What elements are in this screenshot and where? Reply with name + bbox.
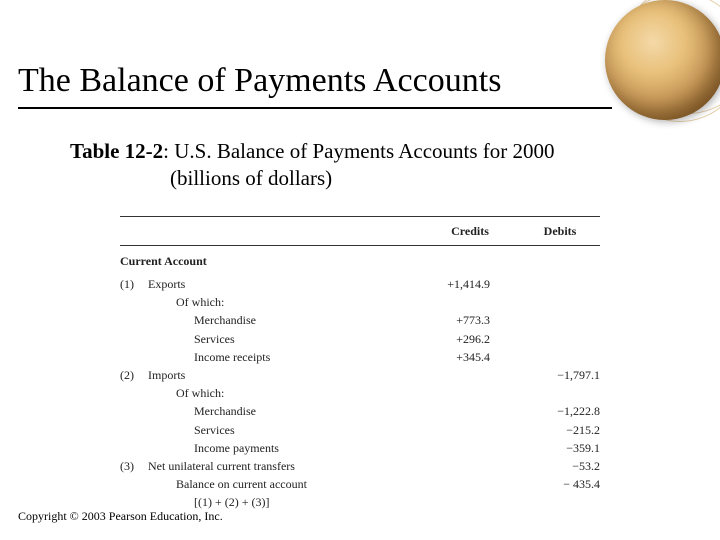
row-credits	[420, 458, 520, 474]
row-label: Of which:	[148, 385, 420, 401]
table-row: (2)Imports −1,797.1	[120, 366, 600, 384]
row-number	[120, 494, 148, 510]
table-row: Of which:	[120, 384, 600, 402]
row-debits: −215.2	[520, 422, 600, 438]
row-number	[120, 385, 148, 401]
row-debits: − 435.4	[520, 476, 600, 492]
table-row: (3)Net unilateral current transfers −53.2	[120, 457, 600, 475]
table-row: Balance on current account − 435.4	[120, 475, 600, 493]
table-caption: Table 12-2: U.S. Balance of Payments Acc…	[70, 138, 555, 193]
row-debits	[520, 312, 600, 328]
row-label: Income payments	[148, 440, 420, 456]
header-credits: Credits	[420, 224, 520, 239]
row-credits	[420, 367, 520, 383]
row-number	[120, 312, 148, 328]
row-label: Of which:	[148, 294, 420, 310]
row-label: Net unilateral current transfers	[148, 458, 420, 474]
row-debits	[520, 276, 600, 292]
row-number	[120, 331, 148, 347]
row-credits	[420, 294, 520, 310]
row-credits: +773.3	[420, 312, 520, 328]
table-top-divider	[120, 216, 600, 217]
row-number	[120, 422, 148, 438]
row-debits: −359.1	[520, 440, 600, 456]
row-credits	[420, 422, 520, 438]
row-label: Merchandise	[148, 312, 420, 328]
row-label: Services	[148, 331, 420, 347]
row-debits: −1,797.1	[520, 367, 600, 383]
row-number	[120, 403, 148, 419]
table-row: Income receipts+345.4	[120, 348, 600, 366]
row-credits	[420, 494, 520, 510]
row-number: (2)	[120, 367, 148, 383]
row-debits	[520, 349, 600, 365]
row-debits	[520, 494, 600, 510]
row-number: (3)	[120, 458, 148, 474]
row-credits	[420, 385, 520, 401]
table-row: Income payments −359.1	[120, 439, 600, 457]
table-row: Of which:	[120, 293, 600, 311]
section-header: Current Account	[120, 250, 600, 275]
caption-rest: : U.S. Balance of Payments Accounts for …	[163, 139, 554, 163]
caption-bold: Table 12-2	[70, 139, 163, 163]
row-number	[120, 349, 148, 365]
row-label: [(1) + (2) + (3)]	[148, 494, 420, 510]
row-debits	[520, 385, 600, 401]
row-debits: −53.2	[520, 458, 600, 474]
row-credits: +1,414.9	[420, 276, 520, 292]
row-credits	[420, 476, 520, 492]
row-credits: +345.4	[420, 349, 520, 365]
row-label: Services	[148, 422, 420, 438]
globe-decoration	[605, 0, 720, 110]
header-debits: Debits	[520, 224, 600, 239]
row-credits	[420, 440, 520, 456]
table-row: (1)Exports+1,414.9	[120, 275, 600, 293]
table-header-row: Credits Debits	[120, 221, 600, 245]
row-number	[120, 294, 148, 310]
table-row: Merchandise+773.3	[120, 311, 600, 329]
copyright-text: Copyright © 2003 Pearson Education, Inc.	[18, 509, 223, 524]
table-header-divider	[120, 245, 600, 246]
caption-line2: (billions of dollars)	[70, 166, 332, 190]
row-label: Exports	[148, 276, 420, 292]
row-debits	[520, 294, 600, 310]
payments-table: Credits Debits Current Account (1)Export…	[120, 216, 600, 511]
row-label: Income receipts	[148, 349, 420, 365]
row-number	[120, 440, 148, 456]
title-underline	[18, 107, 612, 109]
row-label: Balance on current account	[148, 476, 420, 492]
table-row: Services −215.2	[120, 421, 600, 439]
row-label: Merchandise	[148, 403, 420, 419]
table-row: Merchandise −1,222.8	[120, 402, 600, 420]
row-debits: −1,222.8	[520, 403, 600, 419]
slide-title: The Balance of Payments Accounts	[18, 62, 501, 100]
row-number: (1)	[120, 276, 148, 292]
row-debits	[520, 331, 600, 347]
table-row: Services+296.2	[120, 330, 600, 348]
row-credits	[420, 403, 520, 419]
row-number	[120, 476, 148, 492]
row-label: Imports	[148, 367, 420, 383]
row-credits: +296.2	[420, 331, 520, 347]
